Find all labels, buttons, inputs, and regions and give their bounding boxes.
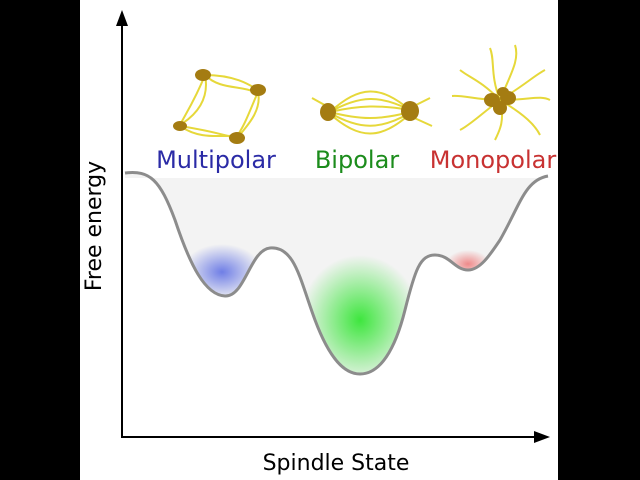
bipolar-icon xyxy=(311,90,433,135)
state-label: Monopolar xyxy=(430,146,557,174)
multipolar-icon xyxy=(173,69,266,144)
y-axis-label: Free energy xyxy=(82,161,107,291)
state-label: Bipolar xyxy=(315,146,399,174)
monopolar-icon xyxy=(451,44,551,141)
letterbox-right xyxy=(558,0,640,480)
y-arrow xyxy=(116,10,128,26)
energy-curve xyxy=(124,171,549,376)
x-axis-label: Spindle State xyxy=(263,451,410,476)
letterbox-left xyxy=(0,0,80,480)
x-arrow xyxy=(534,431,550,443)
state-label: Multipolar xyxy=(156,146,276,174)
